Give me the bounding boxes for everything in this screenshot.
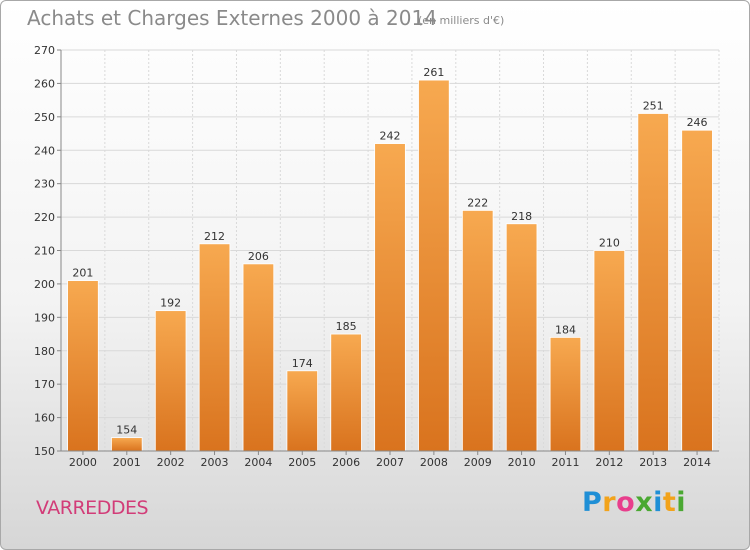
x-tick-label: 2009 — [464, 456, 492, 469]
value-label: 261 — [423, 66, 444, 79]
proxiti-logo: Proxiti — [582, 487, 687, 518]
x-tick-label: 2006 — [332, 456, 360, 469]
bar-2011 — [549, 336, 582, 452]
bar-2001 — [111, 437, 143, 452]
value-label: 154 — [116, 424, 137, 437]
y-tick-label: 210 — [34, 245, 55, 258]
bar-2010 — [505, 223, 538, 452]
bar-2014 — [681, 129, 713, 452]
value-label: 251 — [643, 99, 664, 112]
value-label: 185 — [336, 320, 357, 333]
value-label: 206 — [248, 250, 269, 263]
value-label: 212 — [204, 230, 225, 243]
y-tick-label: 150 — [34, 445, 55, 458]
bar-2013 — [637, 113, 669, 452]
bar-2003 — [198, 243, 231, 452]
value-label: 218 — [511, 210, 532, 223]
bar-2007 — [374, 143, 406, 452]
y-tick-label: 250 — [34, 111, 55, 124]
y-tick-label: 270 — [34, 44, 55, 57]
x-tick-label: 2011 — [551, 456, 579, 469]
y-tick-label: 190 — [34, 311, 55, 324]
x-tick-label: 2012 — [595, 456, 623, 469]
value-label: 174 — [292, 357, 313, 370]
x-tick-label: 2013 — [639, 456, 667, 469]
value-label: 201 — [72, 267, 93, 280]
value-label: 210 — [599, 237, 620, 250]
value-label: 246 — [687, 116, 708, 129]
bar-2009 — [461, 209, 494, 452]
value-label: 184 — [555, 323, 576, 336]
chart-title: Achats et Charges Externes 2000 à 2014 — [27, 6, 437, 30]
y-tick-label: 160 — [34, 412, 55, 425]
x-tick-label: 2014 — [683, 456, 711, 469]
x-tick-label: 2002 — [157, 456, 185, 469]
bar-2012 — [593, 250, 626, 452]
x-tick-label: 2004 — [244, 456, 272, 469]
y-tick-label: 180 — [34, 345, 55, 358]
value-label: 242 — [380, 130, 401, 143]
bar-2000 — [67, 280, 99, 452]
y-tick-label: 220 — [34, 211, 55, 224]
bar-2005 — [286, 370, 319, 452]
y-tick-label: 240 — [34, 144, 55, 157]
y-tick-label: 170 — [34, 378, 55, 391]
x-tick-label: 2005 — [288, 456, 316, 469]
axes — [57, 49, 719, 455]
place-name: VARREDDES — [36, 497, 149, 519]
chart-unit: (en milliers d'€) — [418, 14, 505, 27]
bar-2008 — [418, 79, 450, 452]
x-tick-label: 2010 — [508, 456, 536, 469]
y-tick-label: 230 — [34, 178, 55, 191]
x-tick-label: 2007 — [376, 456, 404, 469]
bar-2004 — [242, 263, 275, 452]
bar-2006 — [330, 333, 362, 452]
x-tick-label: 2001 — [113, 456, 141, 469]
bar-2002 — [154, 310, 187, 452]
labels: 150 160 170 180 190 200 210 220 230 240 250 260 270 2… — [34, 44, 711, 469]
value-label: 222 — [467, 196, 488, 209]
y-tick-label: 200 — [34, 278, 55, 291]
value-label: 192 — [160, 297, 181, 310]
x-tick-label: 2008 — [420, 456, 448, 469]
x-tick-label: 2003 — [201, 456, 229, 469]
y-tick-label: 260 — [34, 77, 55, 90]
x-tick-label: 2000 — [69, 456, 97, 469]
bars — [67, 79, 713, 452]
